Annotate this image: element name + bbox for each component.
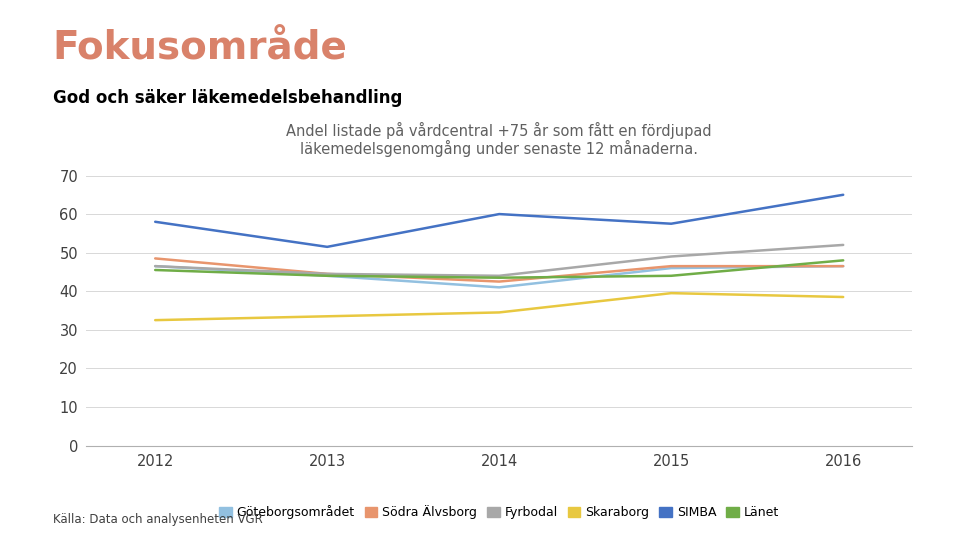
Text: God och säker läkemedelsbehandling: God och säker läkemedelsbehandling — [53, 89, 402, 107]
Text: Andel listade på vårdcentral +75 år som fått en fördjupad: Andel listade på vårdcentral +75 år som … — [286, 122, 712, 139]
Legend: Göteborgsområdet, Södra Älvsborg, Fyrbodal, Skaraborg, SIMBA, Länet: Göteborgsområdet, Södra Älvsborg, Fyrbod… — [214, 501, 784, 524]
Text: Fokusområde: Fokusområde — [53, 30, 348, 68]
Text: läkemedelsgenomgång under senaste 12 månaderna.: läkemedelsgenomgång under senaste 12 mån… — [300, 140, 698, 158]
Text: Källa: Data och analysenheten VGR: Källa: Data och analysenheten VGR — [53, 514, 262, 526]
